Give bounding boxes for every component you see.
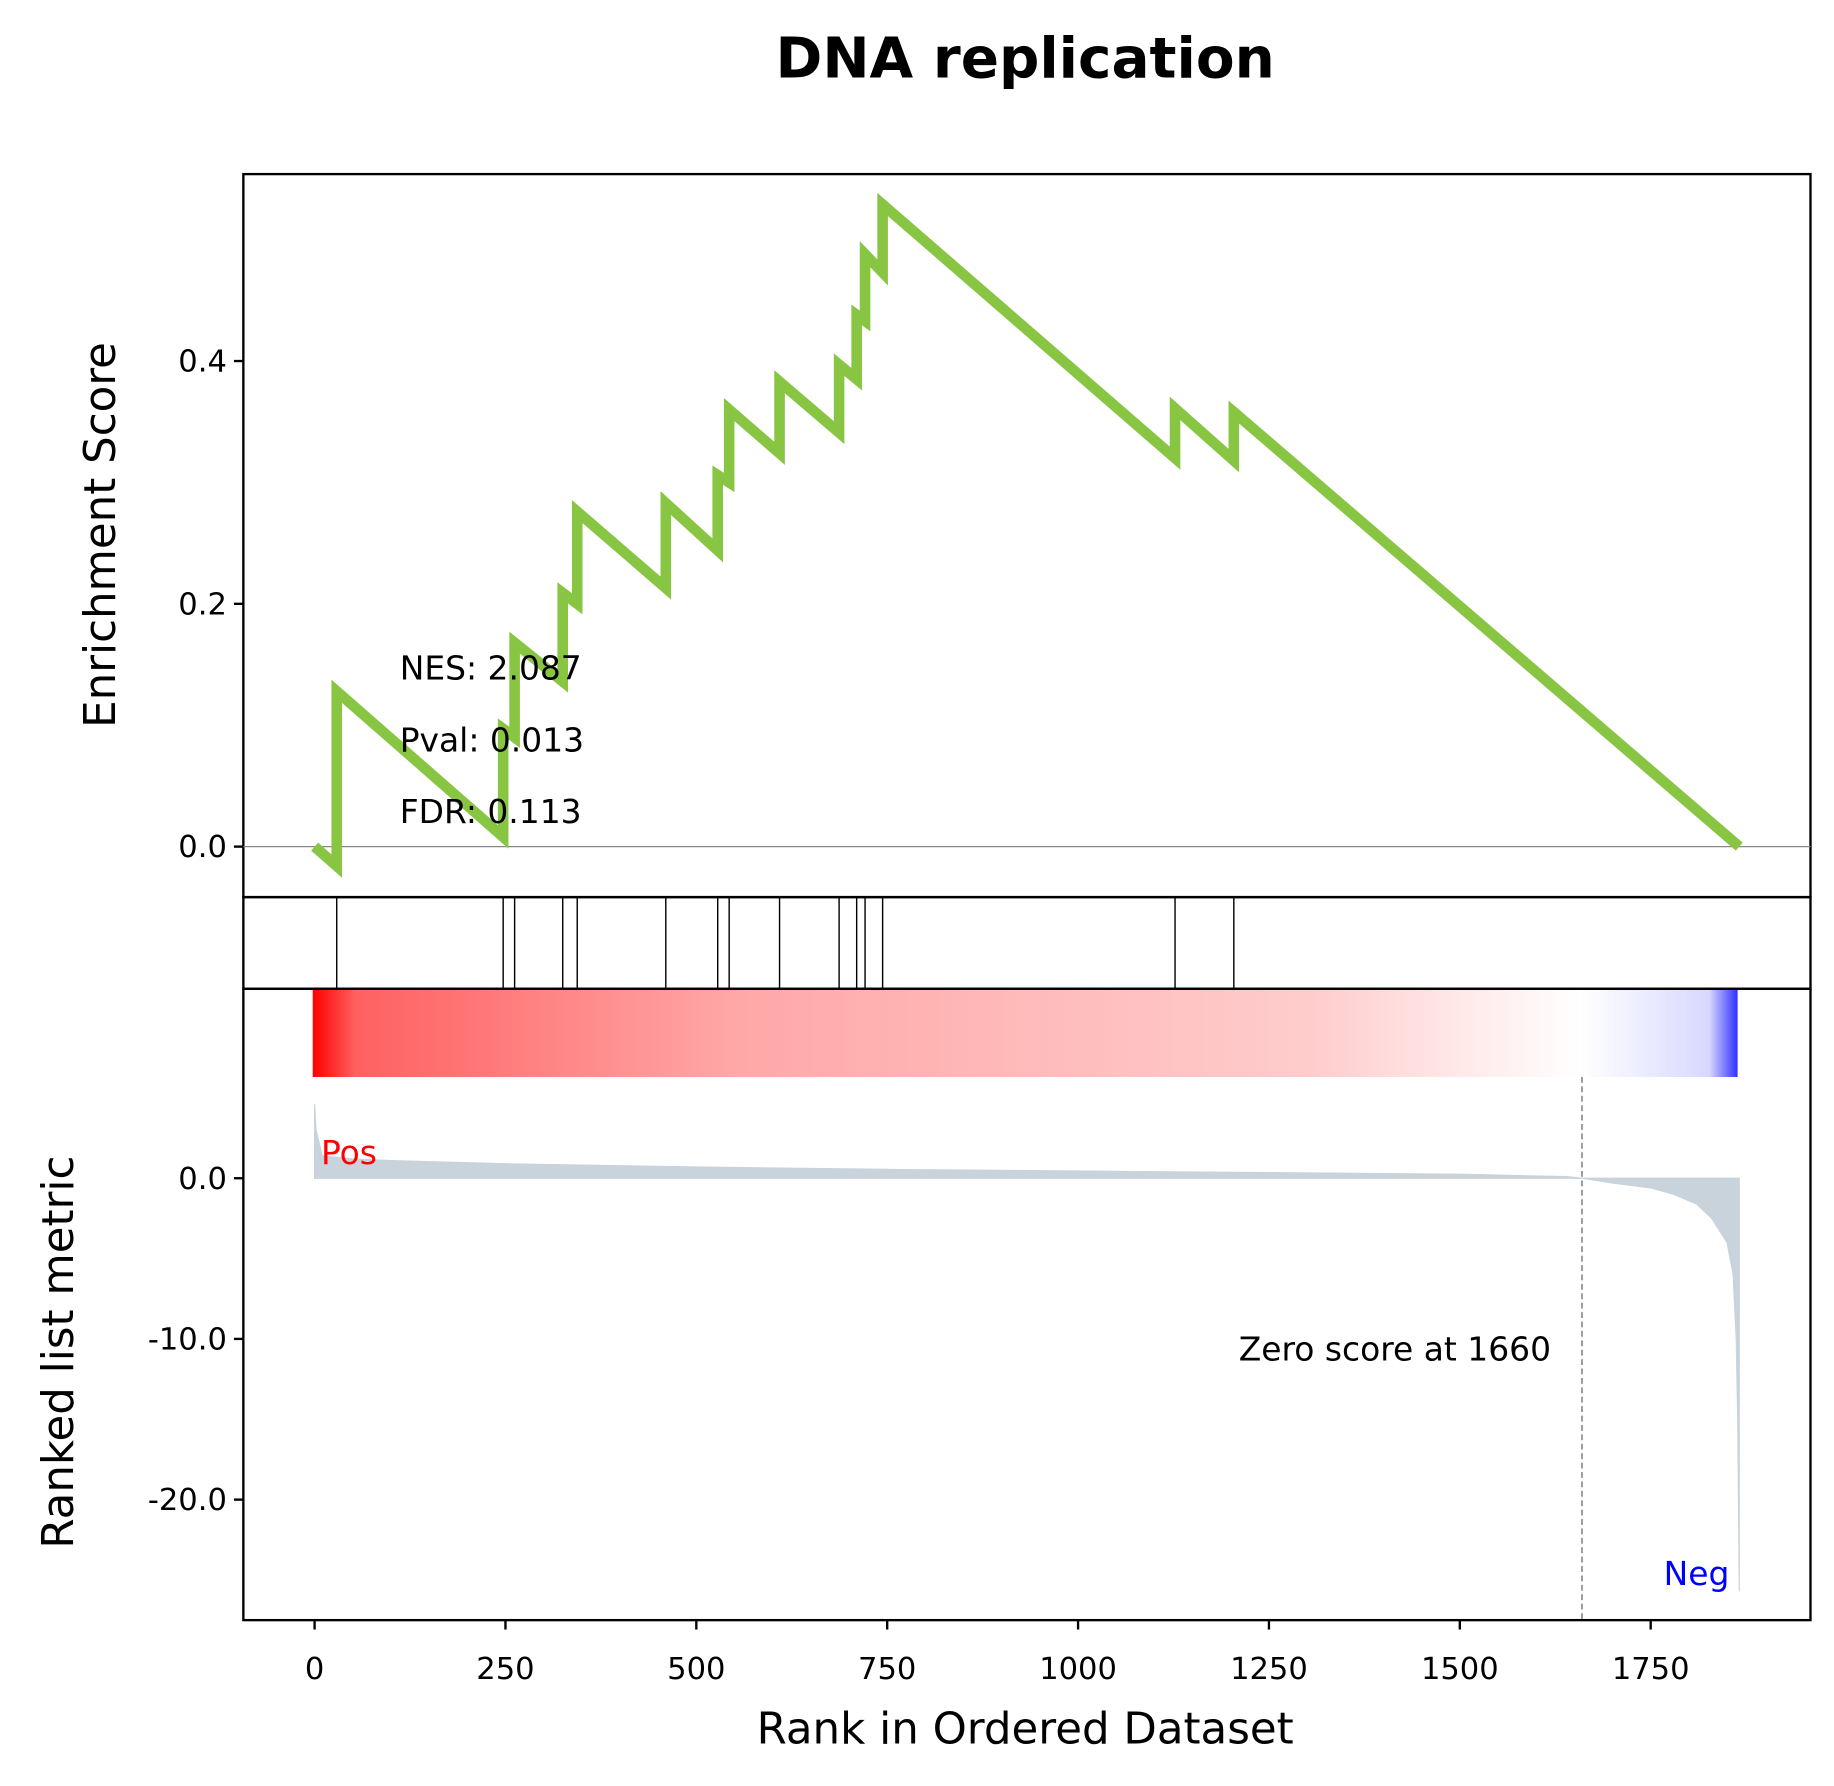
metric-area: [314, 1104, 1740, 1592]
metric-frame: [242, 987, 1812, 1622]
y-tick-label: -10.0: [148, 1323, 227, 1358]
zero-score-label: Zero score at 1660: [1239, 1329, 1551, 1368]
stat-label: NES: 2.087: [400, 649, 582, 688]
x-tick-label: 1750: [1612, 1652, 1690, 1687]
y-tick-label: 0.0: [178, 1162, 227, 1197]
hits-frame: [242, 895, 1812, 990]
pos-label: Pos: [321, 1133, 377, 1172]
x-tick-label: 500: [667, 1652, 725, 1687]
color-bar: [312, 988, 1738, 1077]
stat-label: Pval: 0.013: [400, 720, 584, 759]
y-axis-label: Enrichment Score: [76, 342, 126, 728]
stat-label: FDR: 0.113: [400, 792, 582, 831]
x-axis-label: Rank in Ordered Dataset: [757, 1705, 1294, 1755]
x-tick-label: 1000: [1039, 1652, 1117, 1687]
neg-label: Neg: [1664, 1554, 1730, 1593]
chart-title: DNA replication: [776, 27, 1275, 92]
x-tick-label: 1500: [1421, 1652, 1499, 1687]
x-tick-label: 0: [305, 1652, 324, 1687]
y-tick-label: 0.4: [178, 345, 227, 380]
es-frame: [242, 172, 1812, 899]
x-tick-label: 1250: [1230, 1652, 1308, 1687]
x-tick-label: 750: [858, 1652, 916, 1687]
y-axis-label: Ranked list metric: [34, 1156, 84, 1549]
y-tick-label: 0.0: [178, 830, 227, 865]
x-tick-label: 250: [476, 1652, 534, 1687]
y-tick-label: 0.2: [178, 587, 227, 622]
y-tick-label: -20.0: [148, 1483, 227, 1518]
es-line: [311, 192, 1743, 878]
